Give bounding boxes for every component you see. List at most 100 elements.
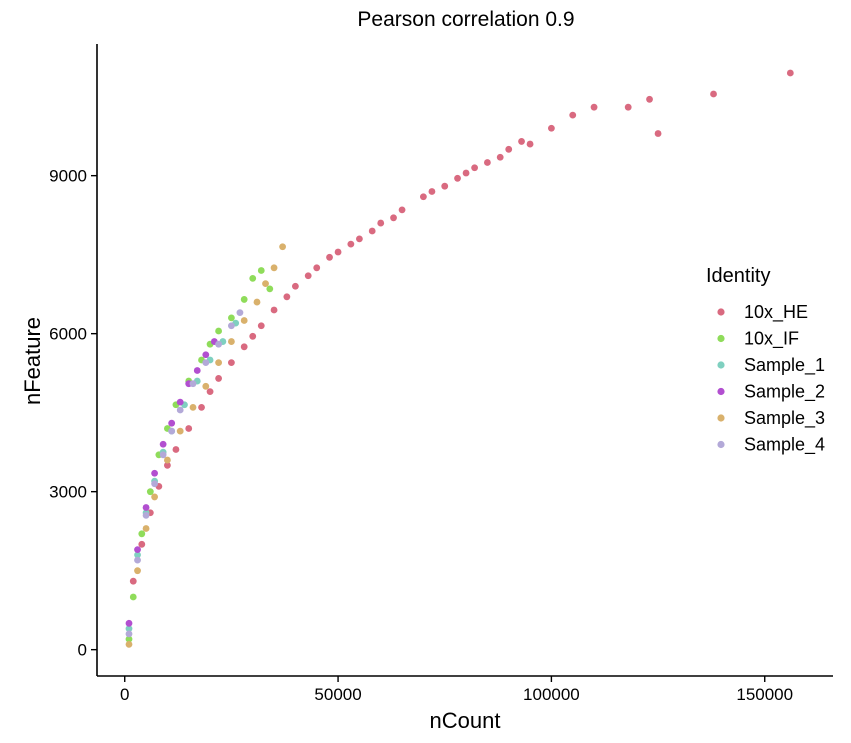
data-point	[202, 382, 210, 390]
series-Sample_4	[125, 309, 244, 638]
data-point	[159, 440, 167, 448]
legend-swatch	[717, 308, 725, 316]
x-tick-label: 0	[120, 685, 129, 704]
legend-swatch	[717, 440, 725, 449]
y-tick-label: 9000	[49, 167, 87, 186]
data-point	[202, 359, 210, 367]
data-point	[368, 227, 376, 235]
data-point	[548, 124, 555, 132]
legend: 10x_HE 10x_IF Sample_1 Sample_2 Sample_3 Samp…	[717, 302, 825, 456]
data-point	[176, 427, 184, 435]
y-axis-title: nFeature	[20, 317, 45, 405]
data-point	[134, 546, 141, 553]
data-point	[257, 322, 265, 330]
x-tick-label: 50000	[314, 685, 361, 704]
data-point	[249, 332, 257, 340]
data-point	[270, 264, 278, 272]
data-point	[206, 388, 214, 395]
legend-swatch	[717, 414, 725, 422]
data-point	[786, 69, 794, 77]
data-point	[496, 153, 504, 161]
data-point	[710, 90, 717, 98]
data-point	[138, 540, 146, 548]
data-point	[462, 169, 470, 177]
legend-item: Sample_3	[717, 408, 825, 429]
chart-title: Pearson correlation 0.9	[357, 8, 574, 31]
x-tick-label: 150000	[736, 685, 793, 704]
data-point	[240, 343, 248, 351]
data-point	[125, 625, 133, 632]
legend-label: Sample_4	[744, 435, 825, 456]
data-point	[228, 359, 235, 367]
data-point	[236, 309, 244, 316]
data-point	[313, 264, 321, 272]
series-Sample_3	[125, 243, 286, 648]
data-point	[168, 427, 176, 435]
x-ticks: 0 50000 100000 150000	[120, 676, 793, 704]
data-point	[304, 272, 312, 280]
y-tick-label: 6000	[49, 325, 87, 344]
y-ticks: 0 3000 6000 9000	[49, 167, 97, 660]
data-point	[262, 280, 269, 288]
legend-item: Sample_2	[717, 382, 825, 403]
data-point	[428, 188, 436, 195]
legend-label: 10x_IF	[744, 329, 799, 350]
data-point	[228, 314, 235, 322]
data-point	[569, 111, 577, 119]
data-point	[159, 451, 167, 459]
data-point	[125, 619, 133, 627]
data-point	[326, 253, 333, 261]
data-point	[270, 306, 278, 314]
data-point	[505, 145, 513, 153]
data-point	[228, 322, 235, 330]
points-layer	[125, 69, 794, 648]
legend-label: Sample_2	[744, 382, 825, 403]
data-point	[257, 267, 265, 274]
data-point	[356, 235, 363, 243]
legend-item: Sample_1	[717, 355, 825, 376]
data-point	[283, 293, 291, 301]
data-point	[125, 641, 133, 648]
data-point	[176, 398, 184, 406]
data-point	[125, 635, 133, 643]
data-point	[253, 298, 261, 306]
legend-label: Sample_1	[744, 355, 825, 376]
data-point	[172, 446, 180, 453]
data-point	[266, 285, 274, 293]
data-point	[292, 282, 299, 290]
data-point	[151, 469, 159, 477]
data-point	[125, 630, 133, 638]
legend-swatch	[717, 334, 725, 343]
data-point	[347, 240, 355, 248]
data-point	[334, 248, 342, 256]
data-point	[646, 95, 653, 103]
data-point	[176, 406, 184, 414]
data-point	[151, 493, 159, 501]
data-point	[134, 567, 141, 575]
x-tick-label: 100000	[523, 685, 580, 704]
legend-swatch	[717, 361, 725, 369]
legend-label: Sample_3	[744, 408, 825, 429]
y-tick-label: 0	[78, 641, 87, 660]
data-point	[193, 367, 201, 374]
data-point	[215, 327, 223, 335]
data-point	[134, 556, 141, 564]
data-point	[129, 577, 137, 585]
data-point	[454, 174, 461, 182]
data-point	[129, 593, 137, 601]
data-point	[518, 138, 525, 145]
legend-swatch	[717, 387, 725, 396]
data-point	[240, 317, 248, 324]
data-point	[441, 182, 449, 190]
legend-item: Sample_4	[717, 435, 825, 456]
legend-label: 10x_HE	[744, 302, 808, 323]
data-point	[526, 140, 534, 148]
data-point	[420, 193, 427, 201]
data-point	[189, 380, 197, 388]
series-10x_HE	[129, 69, 794, 585]
data-point	[398, 206, 406, 214]
data-point	[164, 456, 171, 464]
legend-item: 10x_HE	[717, 302, 808, 323]
data-point	[185, 425, 193, 432]
